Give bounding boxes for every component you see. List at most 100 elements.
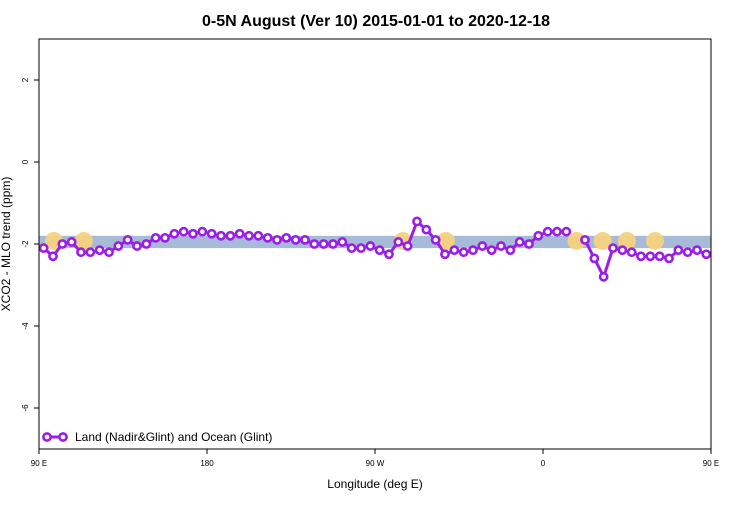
ocean-band [39, 235, 711, 249]
data-point [290, 234, 301, 245]
x-tick-label: 180 [200, 459, 214, 468]
data-point [552, 226, 562, 237]
land-marker [593, 231, 612, 250]
data-point [645, 251, 656, 262]
data-point [76, 247, 86, 258]
data-point [580, 234, 590, 245]
data-point [524, 239, 534, 249]
data-point [216, 230, 226, 241]
data-point [225, 230, 236, 241]
legend-series-label: Land (Nadir&Glint) and Ocean (Glint) [75, 430, 272, 444]
y-tick-label: 2 [21, 77, 30, 82]
y-tick-label: -2 [21, 240, 30, 248]
data-point [169, 228, 180, 239]
data-point [617, 245, 628, 256]
data-point [477, 241, 488, 251]
data-point [337, 237, 348, 247]
data-point [701, 249, 712, 260]
data-point [328, 239, 338, 249]
data-point [412, 216, 422, 227]
y-tick-label: 0 [21, 159, 30, 164]
data-point [654, 251, 665, 262]
series-layer [38, 216, 712, 282]
data-point [272, 234, 282, 245]
data-point [94, 245, 105, 256]
y-tick-label: -6 [21, 404, 30, 412]
y-axis-label: XCO2 - MLO trend (ppm) [0, 177, 13, 312]
data-point [48, 251, 58, 262]
data-point [486, 245, 497, 256]
data-point [505, 245, 516, 256]
data-point [309, 239, 320, 249]
data-point [113, 241, 124, 251]
data-point [468, 245, 478, 256]
data-point [514, 237, 525, 247]
data-point [38, 243, 49, 253]
x-tick-label: 90 W [366, 459, 385, 468]
data-point [104, 247, 114, 258]
land-marker [74, 231, 93, 250]
x-axis-label: Longitude (deg E) [327, 477, 422, 491]
data-point [561, 226, 572, 237]
data-point [664, 253, 674, 264]
x-tick-label: 0 [541, 459, 546, 468]
x-tick-label: 90 E [31, 459, 47, 468]
data-point [244, 230, 254, 241]
data-point [318, 239, 329, 249]
y-axis: -6 -4 -2 0 2 [21, 77, 39, 412]
data-point [122, 234, 133, 245]
land-marker [646, 231, 664, 250]
data-point [458, 247, 469, 258]
data-point [188, 228, 198, 239]
data-point [692, 245, 702, 256]
data-point [356, 243, 366, 253]
legend-marker [42, 432, 52, 442]
x-tick-label: 90 E [703, 459, 719, 468]
data-point [402, 241, 413, 251]
data-point [160, 232, 170, 243]
data-point [533, 230, 544, 241]
data-point [150, 232, 161, 243]
data-point [421, 224, 432, 235]
data-point [542, 226, 553, 237]
data-point [598, 271, 609, 282]
data-point [384, 249, 394, 260]
data-point [262, 232, 273, 243]
legend-marker [58, 432, 68, 442]
data-point [206, 228, 217, 239]
data-point [253, 230, 264, 241]
data-point [440, 249, 450, 260]
y-tick-label: -4 [21, 322, 30, 330]
data-point [57, 239, 68, 249]
data-point [281, 232, 292, 243]
data-point [636, 251, 646, 262]
data-point [673, 245, 684, 256]
data-point [496, 241, 506, 251]
land-marker [567, 231, 586, 250]
ocean-band-layer [39, 235, 711, 249]
data-point [365, 241, 376, 251]
data-point [132, 241, 142, 251]
x-axis: 90 E 180 90 W 0 90 E [31, 449, 719, 468]
data-point [66, 237, 77, 247]
data-point [608, 243, 618, 253]
data-point [626, 247, 637, 258]
legend: Land (Nadir&Glint) and Ocean (Glint) [42, 430, 272, 444]
chart-title: 0-5N August (Ver 10) 2015-01-01 to 2020-… [202, 13, 550, 30]
data-point [178, 226, 189, 237]
data-point [589, 253, 600, 264]
data-point [374, 245, 385, 256]
land-marker [436, 231, 455, 250]
data-point [300, 234, 310, 245]
data-point [393, 237, 404, 247]
data-point [234, 228, 245, 239]
data-point [141, 239, 152, 249]
data-point [85, 247, 96, 258]
data-point [449, 245, 460, 256]
data-point [197, 226, 208, 237]
data-point [682, 247, 693, 258]
data-point [430, 234, 441, 245]
data-point [346, 243, 357, 253]
